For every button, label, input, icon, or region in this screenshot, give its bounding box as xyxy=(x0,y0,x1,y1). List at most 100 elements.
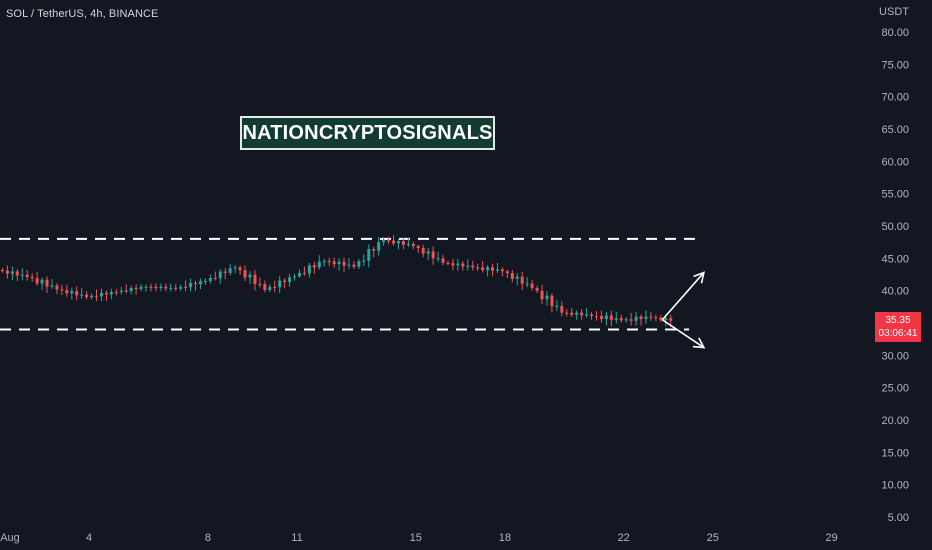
candle xyxy=(396,238,400,250)
candle-body xyxy=(174,287,178,289)
candle xyxy=(446,260,450,266)
candle-body xyxy=(114,291,118,293)
candle xyxy=(639,314,643,326)
candle xyxy=(342,257,346,273)
candle xyxy=(347,258,351,270)
candle-body xyxy=(466,265,470,267)
candle-body xyxy=(510,273,514,279)
candle xyxy=(530,280,534,291)
candle xyxy=(164,283,168,292)
candle xyxy=(159,283,163,292)
time-tick-label: 18 xyxy=(499,532,511,544)
candle-body xyxy=(342,261,346,266)
candle xyxy=(471,260,475,271)
candle xyxy=(50,278,54,289)
candle-body xyxy=(357,261,361,267)
candle xyxy=(629,312,633,326)
candle xyxy=(659,314,663,323)
candle xyxy=(382,236,386,246)
candle-body xyxy=(233,267,237,269)
candle-body xyxy=(55,285,59,290)
candle-body xyxy=(401,241,405,245)
candle xyxy=(401,237,405,250)
candle xyxy=(604,311,608,326)
candle xyxy=(649,311,653,321)
candle xyxy=(223,267,227,280)
candle xyxy=(416,244,420,253)
candle xyxy=(238,265,242,275)
candle-body xyxy=(5,270,9,274)
candle xyxy=(179,284,183,291)
candle-body xyxy=(347,264,351,266)
candle xyxy=(198,278,202,290)
candle-body xyxy=(134,287,138,290)
candle xyxy=(456,258,460,271)
time-axis: Aug 4 8 11 15 18 22 25 29 xyxy=(0,532,838,544)
candle xyxy=(25,269,29,281)
candle-body xyxy=(80,294,84,296)
candle-body xyxy=(535,288,539,291)
candle-body xyxy=(0,269,4,271)
time-tick-label: 8 xyxy=(205,532,211,544)
price-axis: USDT 80.00 75.00 70.00 65.00 60.00 55.00 50.00 4… xyxy=(879,6,909,524)
candle xyxy=(560,301,564,317)
candle-body xyxy=(283,280,287,282)
candle-body xyxy=(307,265,311,274)
price-tick-label: 10.00 xyxy=(881,480,909,492)
candle-body xyxy=(614,318,618,320)
candle-body xyxy=(585,314,589,316)
candle xyxy=(565,309,569,317)
candle xyxy=(580,309,584,320)
candle-body xyxy=(367,249,371,261)
symbol-title: SOL / TetherUS, 4h, BINANCE xyxy=(6,8,159,20)
candle xyxy=(243,265,247,282)
candle-body xyxy=(169,287,173,289)
candle-body xyxy=(456,263,460,266)
candles xyxy=(0,235,673,327)
price-tick-label: 40.00 xyxy=(881,286,909,298)
candle-body xyxy=(575,312,579,315)
candle xyxy=(45,276,49,294)
candle xyxy=(525,277,529,288)
candle-body xyxy=(387,240,391,242)
candle xyxy=(500,267,504,277)
candle-body xyxy=(248,274,252,278)
candle xyxy=(189,278,193,292)
candle-body xyxy=(624,319,628,321)
candle xyxy=(515,273,519,286)
candle-body xyxy=(35,278,39,284)
candle xyxy=(60,284,64,295)
time-tick-label: 15 xyxy=(410,532,422,544)
candle-body xyxy=(278,280,282,288)
candle xyxy=(540,284,544,305)
candle xyxy=(134,284,138,295)
candle-body xyxy=(491,267,495,271)
candle xyxy=(520,271,524,291)
arrow-up-shaft xyxy=(661,272,705,321)
price-tick-label: 20.00 xyxy=(881,415,909,427)
candle xyxy=(0,267,4,273)
candle xyxy=(278,275,282,294)
candle-body xyxy=(441,258,445,263)
candle-body xyxy=(486,267,490,271)
candle-body xyxy=(198,281,202,285)
candle xyxy=(228,264,232,276)
candle xyxy=(268,284,272,293)
candle-body xyxy=(416,246,420,249)
candle xyxy=(327,257,331,267)
candle xyxy=(109,288,113,300)
candle-body xyxy=(500,269,504,272)
candle xyxy=(634,311,638,326)
candle-body xyxy=(15,271,19,276)
candle xyxy=(208,274,212,284)
candle xyxy=(535,285,539,294)
candle-body xyxy=(396,241,400,244)
candle-body xyxy=(124,290,128,292)
time-tick-label: 22 xyxy=(618,532,630,544)
candle-body xyxy=(495,269,499,271)
candle-body xyxy=(95,295,99,297)
candle-body xyxy=(634,316,638,321)
price-tick-label: 70.00 xyxy=(881,92,909,104)
candle-body xyxy=(669,318,673,321)
